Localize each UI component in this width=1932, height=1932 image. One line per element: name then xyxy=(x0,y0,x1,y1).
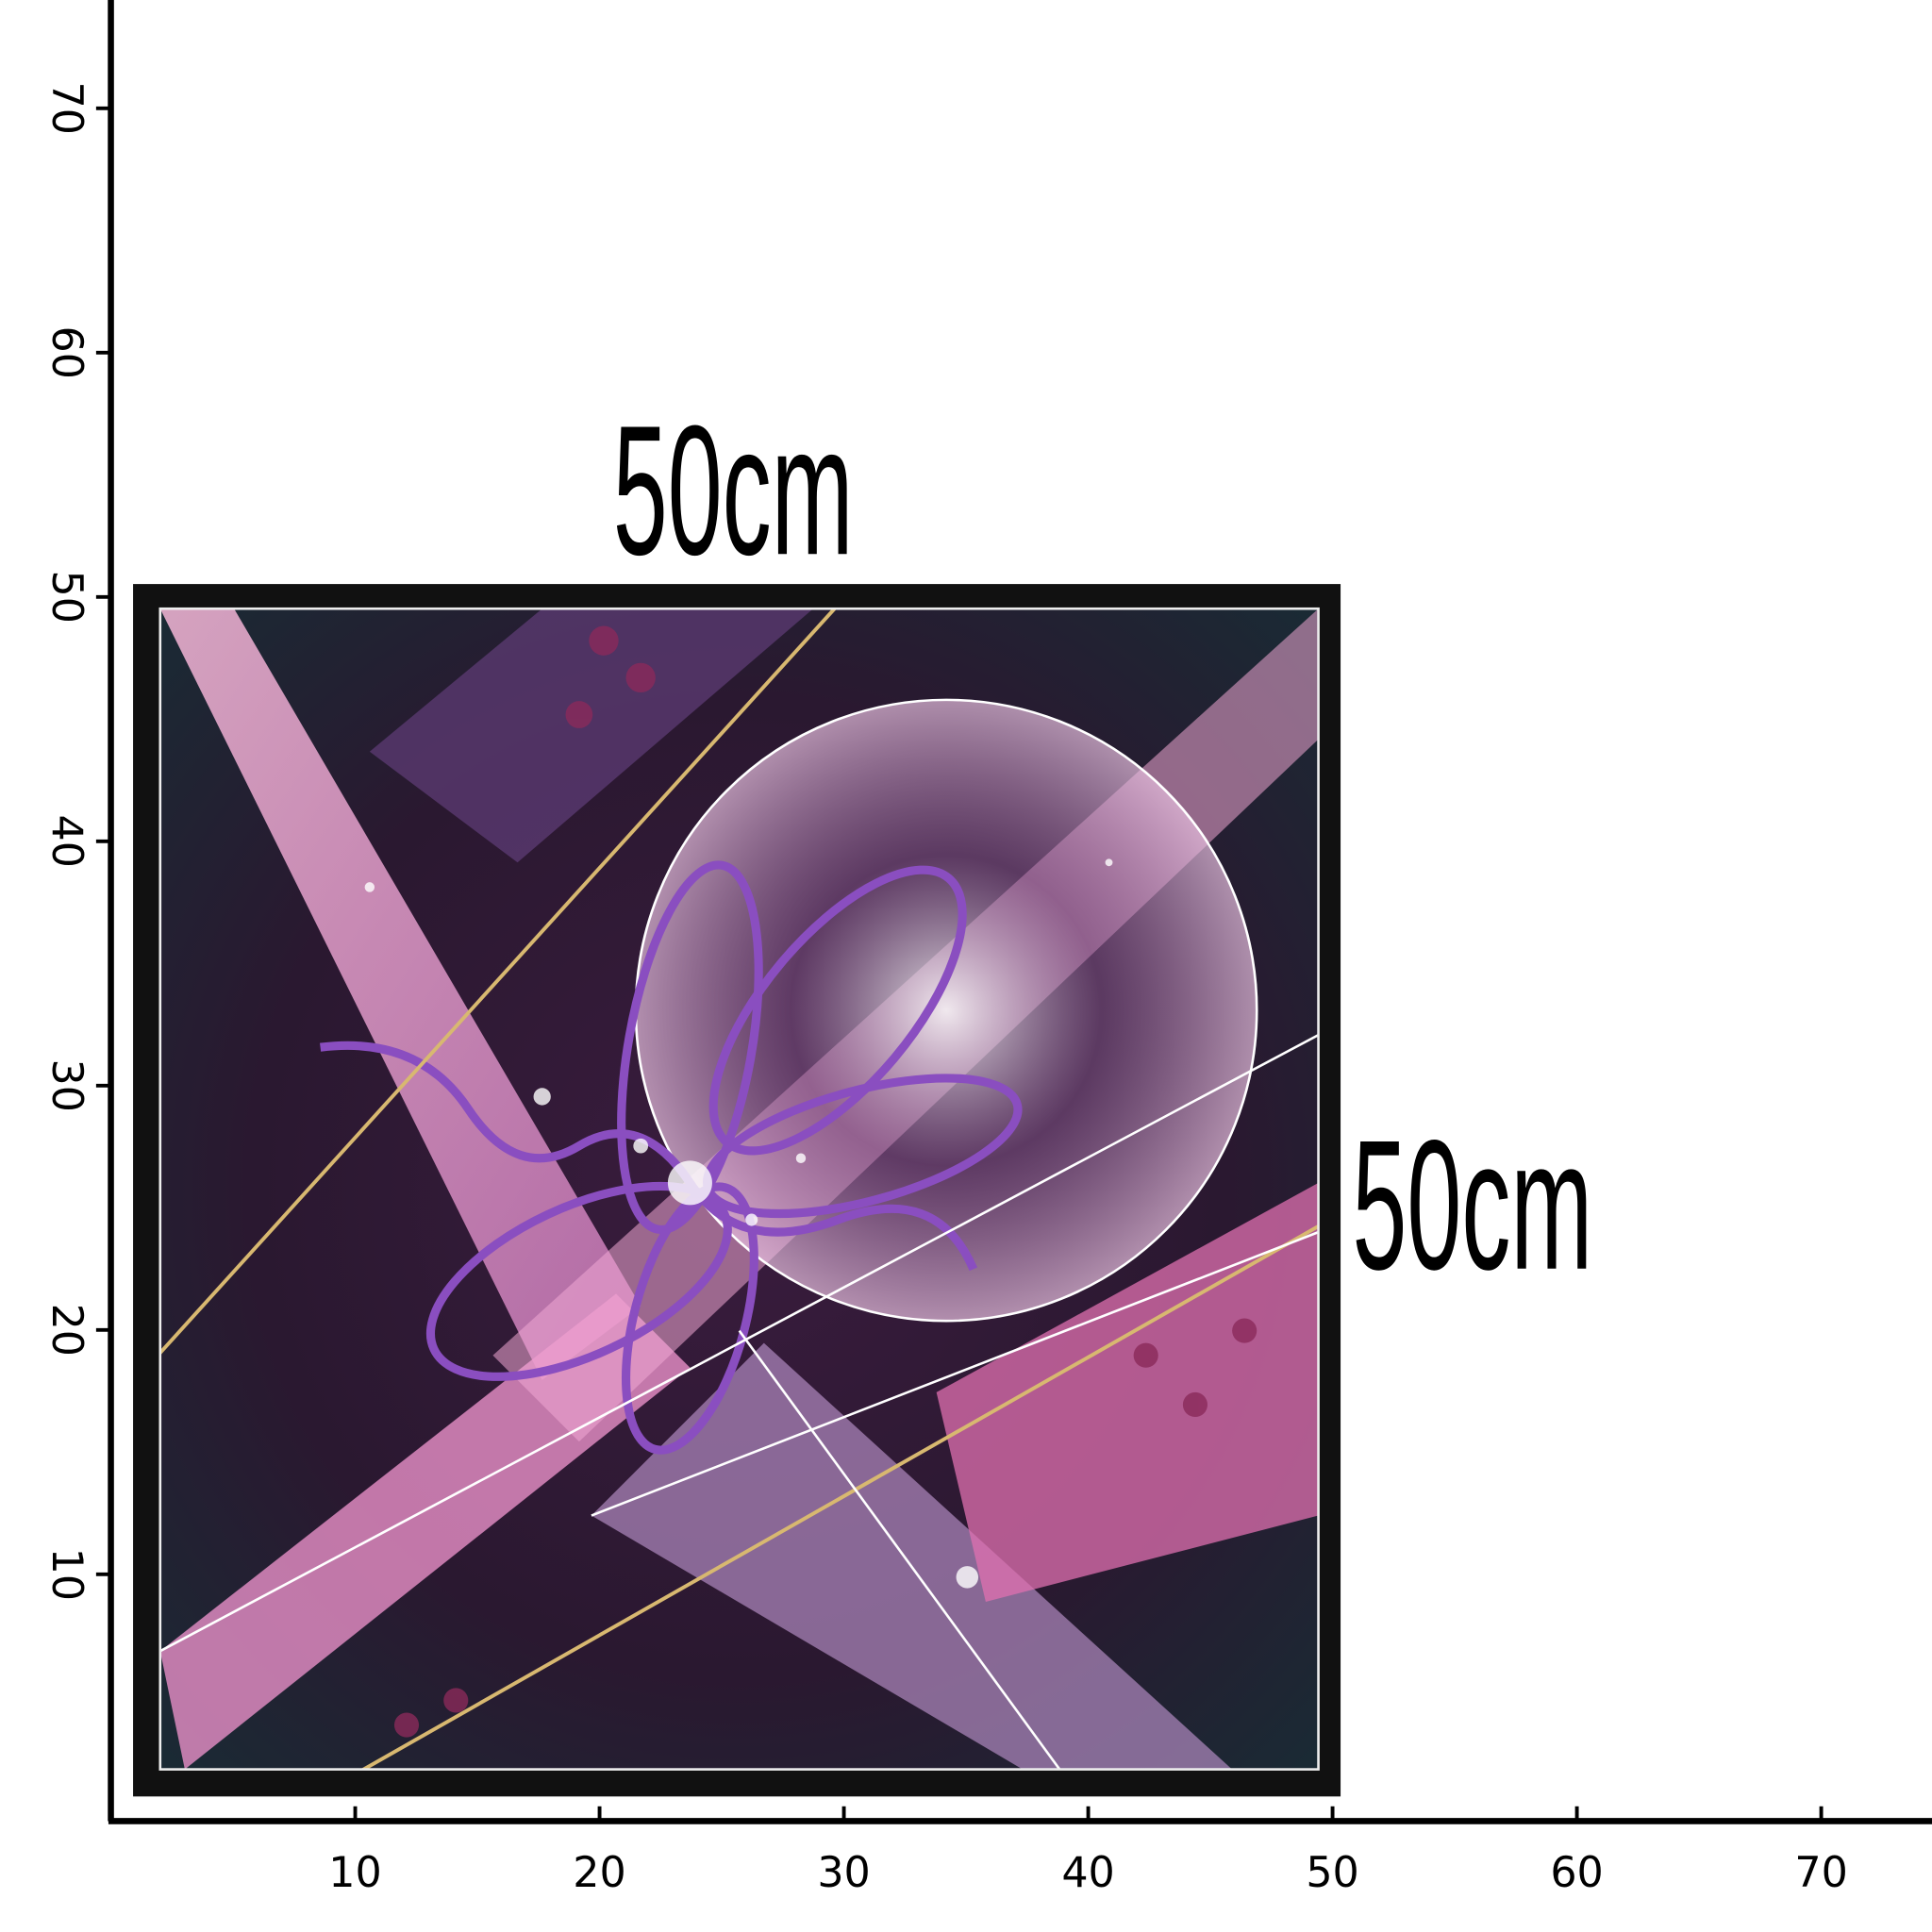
dots xyxy=(393,625,1257,1738)
x-tick-label: 70 xyxy=(1794,1849,1848,1897)
y-tick-label: 50 xyxy=(42,571,91,625)
ruler-ticks: 10 20 30 40 50 60 70 10 20 30 40 50 60 70 xyxy=(42,82,1848,1897)
x-tick-label: 20 xyxy=(573,1849,626,1897)
x-tick-label: 50 xyxy=(1306,1849,1359,1897)
band xyxy=(936,1182,1319,1602)
band xyxy=(369,608,814,863)
band xyxy=(159,608,641,1380)
y-tick-label: 60 xyxy=(42,326,91,380)
painting xyxy=(133,584,1341,1797)
x-tick-label: 10 xyxy=(328,1849,382,1897)
x-tick-label: 40 xyxy=(1061,1849,1115,1897)
y-tick-label: 10 xyxy=(42,1548,91,1602)
y-tick-label: 70 xyxy=(42,82,91,136)
x-tick-label: 30 xyxy=(817,1849,871,1897)
y-tick-label: 30 xyxy=(42,1059,91,1113)
canvas-border xyxy=(158,607,1320,1771)
band xyxy=(591,1342,1233,1770)
y-tick-label: 40 xyxy=(42,815,91,869)
white-lines xyxy=(159,1033,1319,1770)
splatter xyxy=(364,858,1113,1589)
gold-lines xyxy=(159,608,1319,1770)
height-label: 50cm xyxy=(1352,1102,1592,1308)
flower xyxy=(320,860,1023,1455)
y-tick-label: 20 xyxy=(42,1304,91,1357)
width-label: 50cm xyxy=(613,387,854,593)
x-tick-label: 60 xyxy=(1550,1849,1604,1897)
